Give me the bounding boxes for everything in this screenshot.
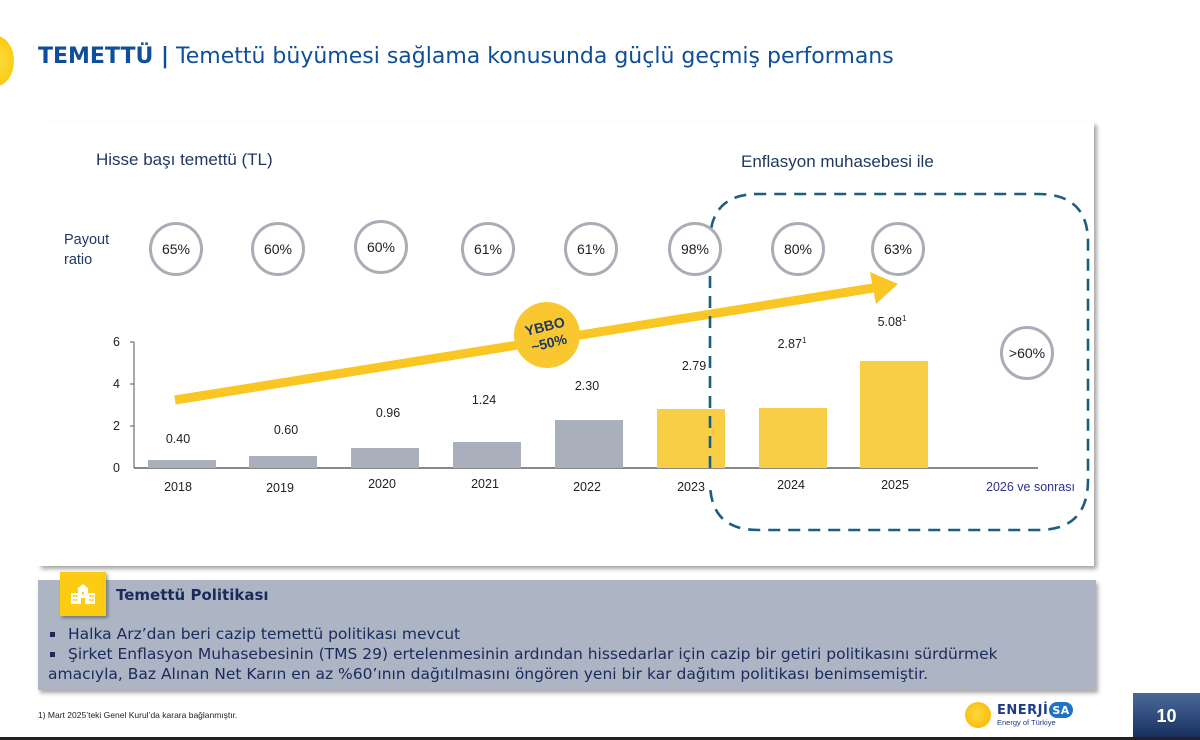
- bar-2020: [351, 448, 419, 468]
- future-period-label: 2026 ve sonrası: [986, 480, 1075, 494]
- page-title-subtitle: Temettü büyümesi sağlama konusunda güçlü…: [169, 44, 894, 69]
- value-label-2019: 0.60: [273, 423, 299, 437]
- x-tick-2019: 2019: [266, 481, 294, 495]
- bar-2023: [657, 409, 725, 468]
- enerjisa-logo: ENERJİ SA Energy of Türkiye: [965, 700, 1095, 730]
- value-label-2022: 2.30: [574, 379, 600, 393]
- chart-title: Hisse başı temettü (TL): [96, 150, 273, 169]
- brand-sun-decoration: [0, 36, 14, 86]
- payout-ring-2025: 63%: [871, 222, 925, 276]
- inflation-accounting-label: Enflasyon muhasebesi ile: [741, 152, 934, 171]
- payout-label-line2: ratio: [64, 252, 93, 268]
- value-label-2024: 2.871: [778, 336, 807, 351]
- y-tick-6: 6: [113, 335, 120, 349]
- value-2024: 2.87: [777, 337, 802, 352]
- bottom-rule: [0, 737, 1200, 740]
- chart-graphics: [130, 192, 1090, 532]
- growth-arrow-head: [870, 272, 898, 304]
- x-tick-2021: 2021: [471, 477, 499, 491]
- bar-2018: [148, 460, 216, 468]
- footnote: 1) Mart 2025’teki Genel Kurul’da karara …: [38, 710, 238, 720]
- payout-ring-2022: 61%: [564, 222, 618, 276]
- policy-bullet-continuation: amacıyla, Baz Alınan Net Karın en az %60…: [48, 665, 929, 683]
- inflation-accounting-boundary: [708, 192, 1090, 532]
- building-icon: [60, 572, 106, 616]
- y-tick-0: 0: [113, 461, 120, 475]
- value-label-2023: 2.79: [681, 359, 707, 373]
- bar-2021: [453, 442, 521, 468]
- x-tick-2020: 2020: [368, 477, 396, 491]
- x-tick-2025: 2025: [881, 478, 909, 492]
- bar-2022: [555, 420, 623, 468]
- dividend-policy-box: Temettü Politikası Halka Arz’dan beri ca…: [38, 572, 1096, 690]
- value-label-2021: 1.24: [471, 393, 497, 407]
- policy-title: Temettü Politikası: [116, 586, 269, 604]
- logo-wordmark: ENERJİ SA: [997, 702, 1073, 718]
- value-label-2020: 0.96: [375, 406, 401, 420]
- payout-ring-2019: 60%: [251, 222, 305, 276]
- page-title: TEMETTÜ | Temettü büyümesi sağlama konus…: [38, 44, 894, 69]
- x-tick-2024: 2024: [777, 478, 805, 492]
- payout-ratio-label: Payout ratio: [64, 230, 109, 270]
- policy-bullet: Halka Arz’dan beri cazip temettü politik…: [48, 624, 1088, 644]
- bar-2019: [249, 456, 317, 468]
- payout-ring-2024: 80%: [771, 222, 825, 276]
- logo-sun-icon: [965, 702, 991, 728]
- logo-name-text: ENERJİ: [997, 702, 1049, 718]
- x-tick-2018: 2018: [164, 480, 192, 494]
- value-2025: 5.08: [877, 315, 902, 330]
- footnote-mark: 1: [901, 314, 907, 323]
- footnote-mark: 1: [801, 336, 807, 345]
- value-label-2025: 5.081: [878, 314, 907, 329]
- x-tick-2023: 2023: [677, 480, 705, 494]
- payout-ring-2018: 65%: [149, 222, 203, 276]
- policy-bullets: Halka Arz’dan beri cazip temettü politik…: [48, 624, 1088, 684]
- payout-ring-2020: 60%: [354, 220, 408, 274]
- bar-2025: [860, 361, 928, 468]
- dividend-chart-panel: Hisse başı temettü (TL) Enflasyon muhase…: [38, 122, 1094, 566]
- payout-ring-2023: 98%: [668, 222, 722, 276]
- x-tick-2022: 2022: [573, 480, 601, 494]
- y-tick-2: 2: [113, 419, 120, 433]
- payout-ring-future: >60%: [1000, 326, 1054, 380]
- logo-tagline: Energy of Türkiye: [997, 718, 1056, 727]
- page-number: 10: [1133, 693, 1200, 740]
- payout-ring-2021: 61%: [461, 222, 515, 276]
- value-label-2018: 0.40: [165, 432, 191, 446]
- payout-label-line1: Payout: [64, 232, 110, 248]
- page-title-section: TEMETTÜ |: [38, 44, 170, 69]
- y-tick-4: 4: [113, 377, 120, 391]
- policy-bullet: Şirket Enflasyon Muhasebesinin (TMS 29) …: [48, 644, 1088, 664]
- bar-2024: [759, 408, 827, 468]
- logo-sa-badge: SA: [1049, 702, 1073, 718]
